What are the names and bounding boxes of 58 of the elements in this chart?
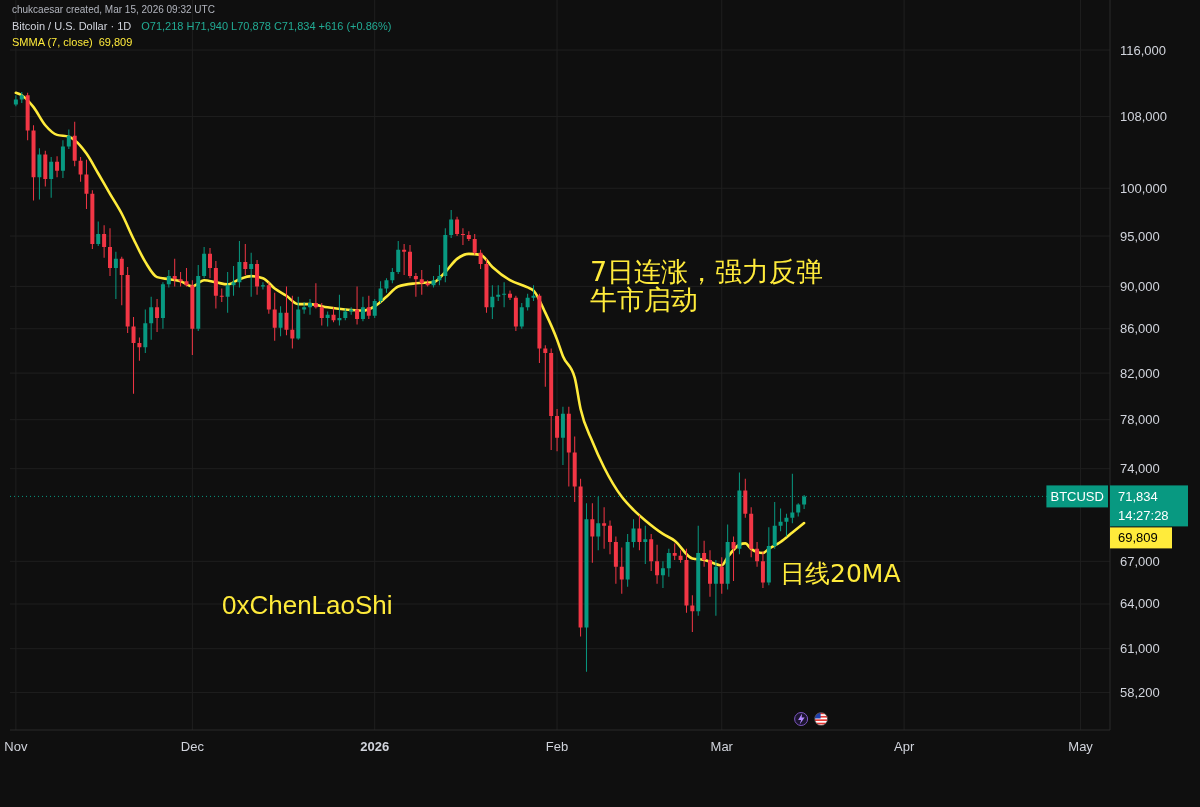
y-tick-label: 61,000: [1120, 641, 1160, 657]
annotation: BTCUSD: [1050, 488, 1104, 504]
y-tick-label: 90,000: [1120, 278, 1160, 294]
x-tick-label: 2026: [360, 738, 390, 754]
y-tick-label: 100,000: [1120, 180, 1167, 196]
x-tick-label: Apr: [894, 738, 915, 754]
y-tick-label: 116,000: [1120, 42, 1167, 58]
text: 69,809: [1118, 530, 1158, 546]
y-tick-label: 64,000: [1120, 596, 1160, 612]
candlestick: [249, 252, 254, 297]
candlestick: [543, 345, 548, 387]
y-tick-label: 95,000: [1120, 228, 1160, 244]
candlestick: [672, 543, 677, 560]
candlestick: [225, 272, 230, 313]
candlestick: [502, 282, 507, 308]
text: 14:27:28: [1118, 507, 1169, 523]
text: O71,218 H71,940 L70,878 C71,834 +616 (+0.86%): [141, 20, 392, 32]
candlestick: [690, 595, 695, 633]
text: SMMA (7, close): [12, 36, 93, 48]
text: Bitcoin / U.S. Dollar · 1D: [12, 20, 132, 32]
x-tick-label: Dec: [180, 738, 205, 754]
candlestick: [731, 536, 736, 581]
candlestick: [231, 265, 236, 296]
candlestick: [302, 302, 307, 314]
candlestick: [13, 95, 18, 107]
y-tick-label: 74,000: [1120, 461, 1160, 477]
candlestick: [531, 285, 536, 302]
annotation: 日线20MA: [780, 559, 901, 588]
candlestick: [290, 295, 295, 349]
annotation: 69,809: [98, 36, 133, 48]
candlestick: [602, 507, 607, 549]
y-tick-label: 67,000: [1120, 553, 1160, 569]
x-tick-label: Mar: [710, 738, 734, 754]
candlestick: [784, 513, 789, 537]
candlestick: [219, 288, 224, 303]
x-tick-label: Feb: [545, 738, 569, 754]
y-tick-label: 78,000: [1120, 412, 1160, 428]
candlestick: [460, 228, 465, 245]
ref-line-label: 71,834: [1118, 488, 1158, 504]
y-tick-label: 86,000: [1120, 321, 1160, 337]
y-tick-label: 82,000: [1120, 365, 1160, 381]
candlestick: [419, 269, 424, 295]
annotation: 7日连涨，强力反弹: [590, 256, 824, 287]
candlestick: [402, 243, 407, 276]
candlestick: [643, 525, 648, 565]
candlestick: [260, 282, 265, 290]
candlestick: [172, 258, 177, 287]
candlestick: [496, 285, 501, 302]
annotation: 牛市启动: [590, 284, 698, 315]
candlestick: [337, 294, 342, 326]
y-tick-label: 58,200: [1120, 684, 1160, 700]
candlestick: [349, 307, 354, 315]
candlestick: [413, 273, 418, 297]
y-tick-label: 108,000: [1120, 109, 1167, 125]
x-tick-label: May: [1068, 738, 1094, 754]
annotation: 0xChenLaoShi: [222, 590, 393, 620]
annotation: chukcaesar created, Mar 15, 2026 09:32 UTC: [12, 4, 215, 15]
x-tick-label: Nov: [4, 738, 28, 754]
